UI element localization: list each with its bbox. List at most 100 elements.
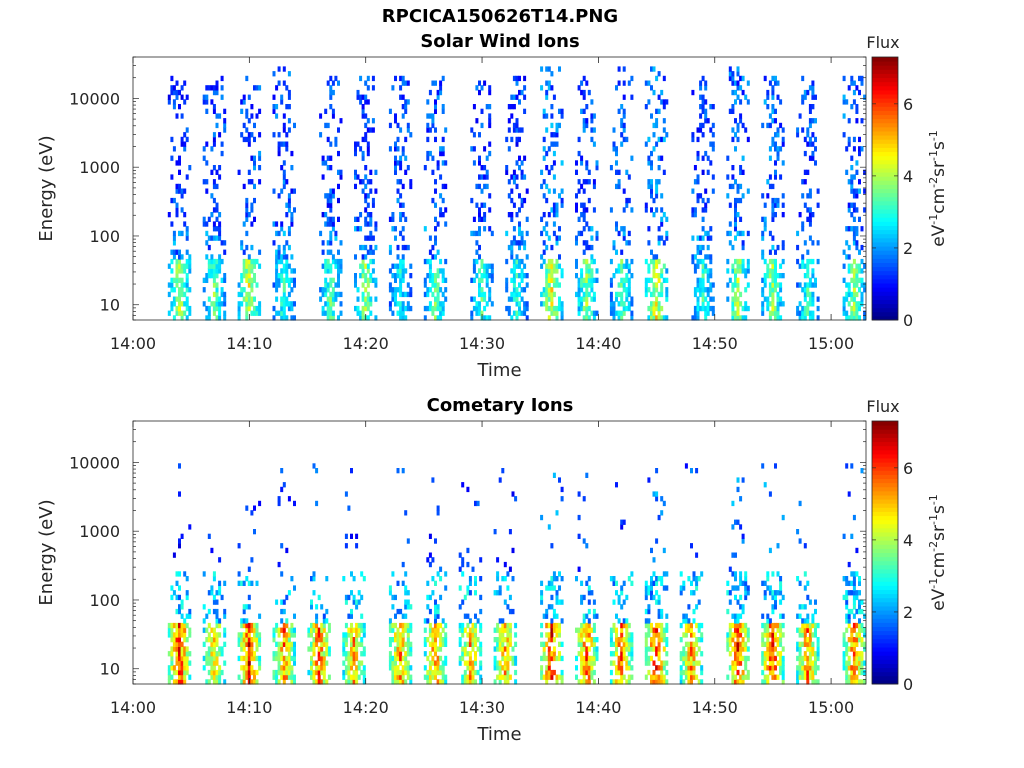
- data-pixel: [704, 310, 708, 316]
- data-pixel: [423, 226, 427, 232]
- data-pixel: [779, 651, 783, 657]
- data-pixel: [542, 287, 546, 293]
- data-pixel: [850, 641, 854, 647]
- data-pixel: [493, 665, 497, 671]
- data-pixel: [322, 627, 326, 633]
- data-pixel: [240, 641, 244, 647]
- data-pixel: [185, 174, 189, 180]
- data-pixel: [850, 80, 854, 86]
- data-pixel: [423, 627, 427, 633]
- colorbar-cell: [872, 204, 898, 210]
- data-pixel: [285, 641, 289, 647]
- data-pixel: [439, 150, 443, 157]
- data-pixel: [520, 230, 524, 237]
- data-pixel: [237, 305, 241, 312]
- data-pixel: [223, 660, 227, 666]
- data-pixel: [185, 646, 189, 652]
- data-pixel: [644, 282, 648, 288]
- data-pixel: [850, 104, 854, 110]
- data-pixel: [185, 651, 189, 657]
- data-pixel: [741, 669, 745, 676]
- data-pixel: [545, 301, 549, 307]
- data-pixel: [711, 310, 715, 316]
- data-pixel: [434, 282, 437, 288]
- data-pixel: [426, 604, 430, 610]
- data-pixel: [322, 613, 326, 619]
- data-pixel: [592, 679, 596, 685]
- data-pixel: [746, 669, 750, 676]
- data-pixel: [816, 315, 820, 321]
- data-pixel: [366, 221, 370, 227]
- data-pixel: [545, 221, 549, 227]
- data-pixel: [615, 679, 618, 685]
- data-pixel: [558, 108, 561, 114]
- data-pixel: [237, 632, 241, 638]
- data-pixel: [766, 622, 770, 629]
- data-pixel: [210, 655, 214, 662]
- data-pixel: [483, 305, 487, 312]
- data-pixel: [692, 618, 696, 624]
- data-pixel: [215, 113, 219, 119]
- data-pixel: [434, 622, 437, 629]
- data-pixel: [515, 94, 519, 100]
- data-pixel: [647, 226, 651, 232]
- data-pixel: [215, 301, 219, 307]
- data-pixel: [771, 594, 775, 601]
- data-pixel: [215, 263, 219, 269]
- data-pixel: [468, 665, 472, 671]
- colorbar-cell: [872, 262, 898, 268]
- data-pixel: [552, 655, 556, 662]
- data-pixel: [470, 197, 474, 204]
- colorbar-cell: [872, 106, 898, 111]
- data-pixel: [356, 310, 360, 316]
- data-pixel: [582, 75, 586, 82]
- colorbar-cell: [872, 237, 898, 243]
- data-pixel: [180, 136, 184, 143]
- data-pixel: [515, 127, 519, 133]
- data-pixel: [178, 296, 181, 302]
- data-pixel: [322, 655, 326, 662]
- data-pixel: [615, 268, 618, 274]
- data-pixel: [331, 315, 335, 321]
- data-pixel: [779, 622, 783, 629]
- data-pixel: [210, 258, 214, 265]
- data-pixel: [796, 674, 800, 680]
- data-pixel: [202, 94, 206, 100]
- data-pixel: [766, 305, 770, 312]
- data-pixel: [811, 641, 815, 647]
- data-pixel: [511, 576, 515, 582]
- data-pixel: [665, 230, 669, 237]
- data-pixel: [699, 249, 703, 255]
- data-pixel: [771, 674, 775, 680]
- data-pixel: [630, 310, 634, 316]
- data-pixel: [483, 268, 487, 274]
- data-pixel: [771, 141, 775, 147]
- data-pixel: [275, 273, 279, 279]
- data-pixel: [212, 273, 216, 279]
- data-pixel: [175, 249, 179, 255]
- data-pixel: [776, 571, 780, 577]
- data-pixel: [845, 618, 849, 624]
- data-pixel: [282, 622, 286, 629]
- data-pixel: [508, 632, 512, 638]
- data-pixel: [806, 193, 810, 199]
- data-pixel: [240, 679, 244, 685]
- data-pixel: [660, 608, 664, 615]
- data-pixel: [774, 622, 777, 629]
- data-pixel: [272, 305, 276, 312]
- data-pixel: [858, 651, 861, 657]
- data-pixel: [431, 282, 435, 288]
- data-pixel: [258, 132, 262, 138]
- data-pixel: [796, 679, 800, 685]
- data-pixel: [282, 599, 286, 605]
- data-pixel: [366, 202, 370, 208]
- data-pixel: [768, 618, 772, 624]
- colorbar-cell: [872, 98, 898, 103]
- data-pixel: [337, 249, 340, 255]
- data-pixel: [582, 665, 586, 671]
- data-pixel: [761, 463, 765, 469]
- data-pixel: [207, 660, 211, 666]
- data-pixel: [590, 310, 594, 316]
- data-pixel: [842, 249, 846, 255]
- data-pixel: [170, 655, 174, 662]
